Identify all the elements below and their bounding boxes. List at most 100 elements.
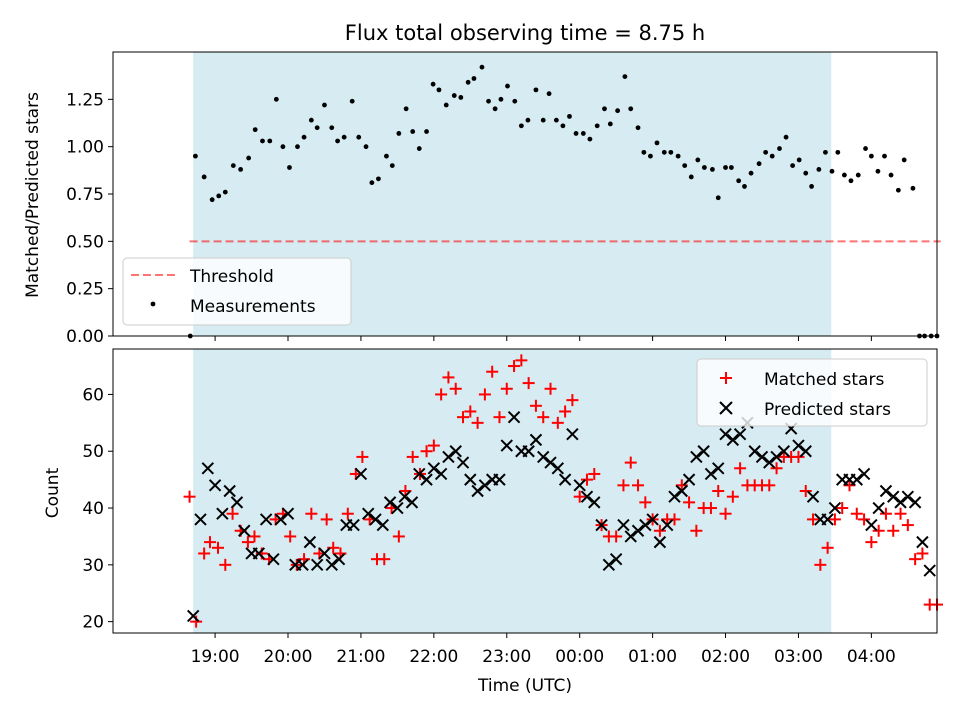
- top-panel: 0.00 0.25 0.50 0.75 1.00 1.25 Flux total obse…: [23, 21, 941, 347]
- measurement-point: [369, 180, 375, 186]
- measurement-point: [895, 187, 901, 193]
- bottom-axes-frame: [112, 348, 938, 634]
- matched-star-point: [858, 513, 871, 526]
- measurement-point: [424, 129, 429, 134]
- matched-star-point: [427, 439, 440, 452]
- predicted-star-point: [187, 609, 200, 623]
- predicted-star-point: [748, 445, 761, 458]
- measurement-point: [201, 174, 207, 180]
- legend-predicted-label: Predicted stars: [764, 400, 891, 420]
- predicted-star-point: [238, 524, 251, 537]
- x-tick-label: 03:00: [774, 647, 823, 667]
- measurement-point: [875, 168, 881, 174]
- measurement-point: [341, 134, 347, 140]
- bottom-y-tick-label: 20: [82, 613, 104, 633]
- top-y-tick-label: 0.25: [66, 280, 104, 300]
- predicted-star-point: [471, 484, 484, 498]
- matched-star-point: [865, 536, 878, 549]
- predicted-star-point: [376, 518, 390, 532]
- measurement-point: [396, 131, 402, 136]
- predicted-star-point: [573, 479, 586, 492]
- matched-star-point: [894, 507, 907, 520]
- predicted-star-point: [252, 547, 266, 560]
- measurement-point: [246, 155, 252, 161]
- measurement-point: [314, 125, 320, 131]
- measurement-point: [668, 149, 674, 155]
- matched-star-point: [537, 411, 550, 424]
- bottom-y-tick-label: 30: [82, 556, 104, 576]
- matched-star-point: [872, 524, 885, 537]
- predicted-star-point: [821, 513, 834, 526]
- measurement-point: [335, 138, 340, 144]
- measurement-point: [648, 153, 653, 159]
- measurement-point: [723, 165, 728, 170]
- measurement-point: [742, 184, 747, 189]
- matched-star-point: [449, 382, 462, 395]
- matched-star-point: [248, 530, 261, 543]
- measurement-point: [641, 149, 647, 155]
- predicted-star-point: [507, 410, 521, 424]
- predicted-star-point: [770, 450, 783, 464]
- top-measurement-points: [187, 64, 940, 339]
- matched-star-point: [406, 450, 419, 463]
- matched-star-point: [464, 405, 477, 418]
- matched-star-point: [901, 519, 914, 532]
- predicted-star-point: [201, 462, 215, 475]
- predicted-star-point: [558, 473, 572, 486]
- predicted-star-point: [449, 445, 462, 458]
- matched-star-point: [632, 479, 645, 492]
- measurement-point: [518, 123, 524, 129]
- predicted-star-point: [347, 518, 360, 532]
- bottom-y-tick-label: 50: [82, 442, 104, 462]
- matched-star-point: [305, 507, 318, 520]
- measurement-point: [829, 168, 835, 174]
- predicted-star-point: [259, 513, 273, 526]
- measurement-point: [471, 76, 477, 81]
- matched-star-point: [792, 450, 805, 463]
- measurement-point: [848, 178, 854, 184]
- measurement-point: [587, 136, 593, 142]
- measurement-point: [654, 140, 660, 146]
- measurement-point: [458, 95, 464, 100]
- legend-predicted-marker: [719, 401, 733, 415]
- measurement-point: [607, 121, 613, 127]
- measurement-point: [841, 172, 847, 178]
- measurement-point: [443, 102, 449, 108]
- measurement-point: [580, 131, 586, 136]
- matched-star-point: [320, 513, 333, 526]
- measurement-point: [230, 163, 236, 169]
- matched-star-point: [500, 382, 513, 395]
- measurement-point: [594, 123, 600, 129]
- predicted-star-point: [369, 513, 382, 526]
- bottom-y-tick-label: 60: [82, 385, 104, 405]
- measurement-point: [816, 166, 822, 172]
- predicted-star-point: [230, 496, 244, 509]
- measurement-point: [492, 106, 498, 112]
- measurement-point: [512, 98, 518, 104]
- matched-star-point: [726, 490, 739, 503]
- measurement-point: [209, 197, 215, 203]
- measurement-point: [356, 134, 362, 140]
- x-tick-label: 20:00: [264, 647, 313, 667]
- predicted-star-point: [887, 490, 900, 503]
- predicted-star-point: [551, 462, 565, 475]
- matched-star-point: [763, 479, 776, 492]
- matched-star-point: [799, 485, 812, 497]
- legend-measurements-label: Measurements: [190, 297, 316, 317]
- measurement-point: [322, 102, 327, 108]
- measurement-point: [628, 106, 634, 112]
- matched-star-point: [653, 524, 666, 537]
- predicted-star-point: [828, 501, 842, 515]
- matched-star-point: [420, 445, 433, 458]
- x-tick-label: 21:00: [336, 647, 385, 667]
- predicted-star-point: [405, 496, 419, 509]
- bottom-legend: Matched stars Predicted stars: [696, 358, 928, 427]
- measurement-point: [573, 131, 579, 136]
- predicted-star-point: [588, 496, 601, 509]
- predicted-star-point: [660, 518, 674, 532]
- top-y-tick-label: 1.25: [66, 90, 104, 110]
- predicted-star-point: [624, 530, 637, 543]
- predicted-star-point: [434, 467, 448, 481]
- matched-star-point: [909, 553, 922, 566]
- matched-star-point: [559, 405, 572, 418]
